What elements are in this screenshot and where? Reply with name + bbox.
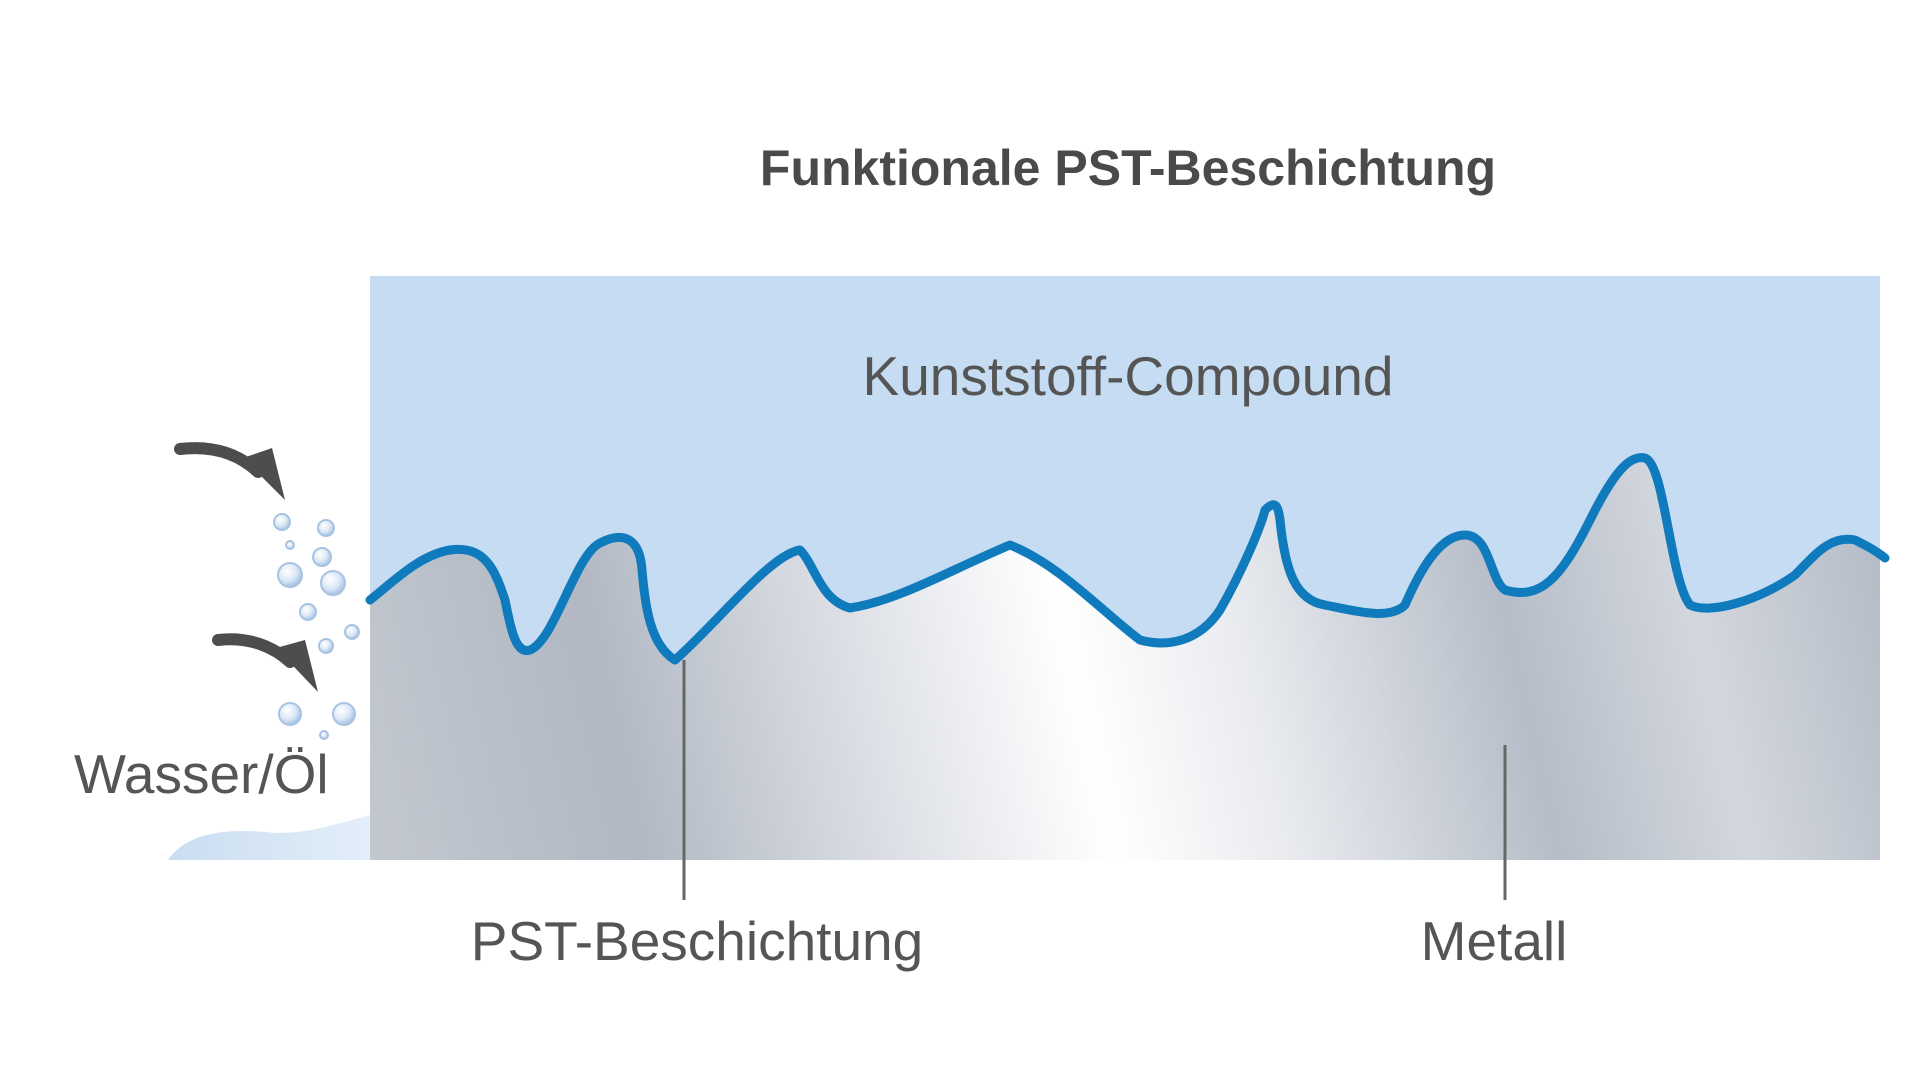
fluid-puddle — [168, 815, 370, 860]
pst-coating-line — [365, 453, 1890, 665]
compound-label: Kunststoff-Compound — [863, 345, 1394, 407]
coating-label: PST-Beschichtung — [471, 910, 923, 972]
metal-label: Metall — [1421, 910, 1568, 972]
curved-arrow-icon — [212, 633, 318, 692]
curved-arrow-icon — [174, 442, 285, 500]
metal-substrate — [370, 457, 1880, 860]
fluid-label: Wasser/Öl — [74, 743, 329, 805]
bubble-icon — [273, 513, 360, 740]
diagram-title: Funktionale PST-Beschichtung — [760, 140, 1496, 196]
